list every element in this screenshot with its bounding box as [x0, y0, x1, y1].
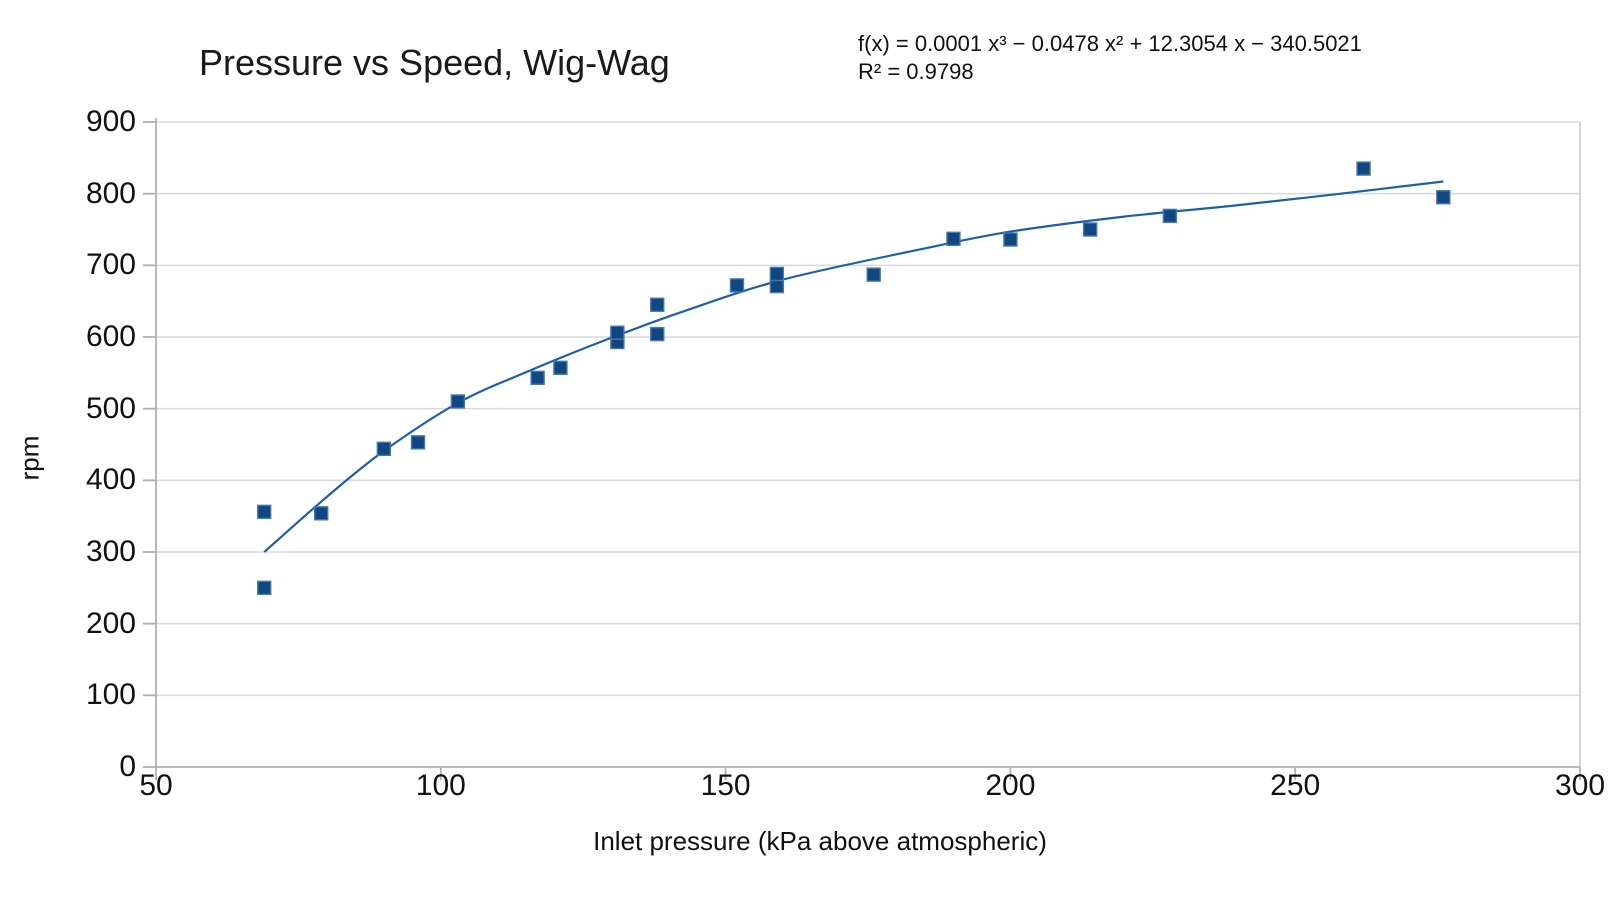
trend-line — [263, 180, 1444, 553]
y-tick-label: 400 — [85, 463, 136, 497]
y-tick-label: 300 — [85, 535, 136, 568]
data-point-marker — [610, 325, 625, 340]
x-tick-label: 300 — [1554, 769, 1606, 802]
data-point-marker — [769, 266, 785, 282]
y-tick-label: 500 — [85, 391, 136, 425]
x-tick-label: 100 — [415, 769, 466, 802]
y-tick-label: 800 — [85, 176, 136, 210]
x-tick-label: 150 — [700, 769, 751, 802]
data-points — [257, 161, 1451, 596]
data-point-marker — [410, 435, 426, 450]
trendline-equation: f(x) = 0.0001 x³ − 0.0478 x² + 12.3054 x… — [858, 30, 1362, 86]
data-point-marker — [376, 441, 392, 456]
x-tick-label: 50 — [139, 769, 173, 802]
data-point-marker — [313, 506, 329, 521]
chart-title: Pressure vs Speed, Wig-Wag — [199, 42, 670, 83]
data-point-marker — [450, 394, 466, 409]
data-point-marker — [1003, 232, 1018, 247]
x-tick-label: 250 — [1270, 769, 1321, 802]
trend-curve — [263, 180, 1444, 553]
x-axis-title: Inlet pressure (kPa above atmospheric) — [593, 826, 1047, 856]
data-point-marker — [553, 360, 568, 376]
y-tick-label: 700 — [85, 248, 136, 282]
data-point-marker — [530, 370, 545, 386]
data-point-marker — [866, 267, 881, 282]
data-point-marker — [1356, 161, 1371, 176]
r-squared-text: R² = 0.9798 — [858, 59, 974, 84]
y-tick-label: 600 — [85, 320, 136, 353]
y-tick-label: 0 — [119, 750, 136, 783]
tick-marks — [143, 121, 1581, 780]
data-point-marker — [1436, 190, 1451, 205]
y-tick-label: 900 — [85, 105, 136, 138]
data-point-marker — [650, 297, 665, 312]
axis-lines — [155, 118, 1581, 768]
data-point-marker — [729, 278, 745, 293]
y-tick-label: 100 — [85, 678, 136, 712]
data-point-marker — [257, 504, 272, 520]
gridlines — [156, 121, 1580, 697]
data-point-marker — [1082, 222, 1098, 237]
y-tick-label: 200 — [85, 606, 136, 640]
data-point-marker — [769, 278, 785, 294]
data-point-marker — [946, 231, 961, 247]
x-tick-label: 200 — [985, 769, 1036, 802]
data-point-marker — [650, 326, 665, 342]
data-point-marker — [1162, 208, 1178, 224]
equation-text: f(x) = 0.0001 x³ − 0.0478 x² + 12.3054 x… — [858, 31, 1362, 56]
data-point-marker — [257, 580, 272, 596]
